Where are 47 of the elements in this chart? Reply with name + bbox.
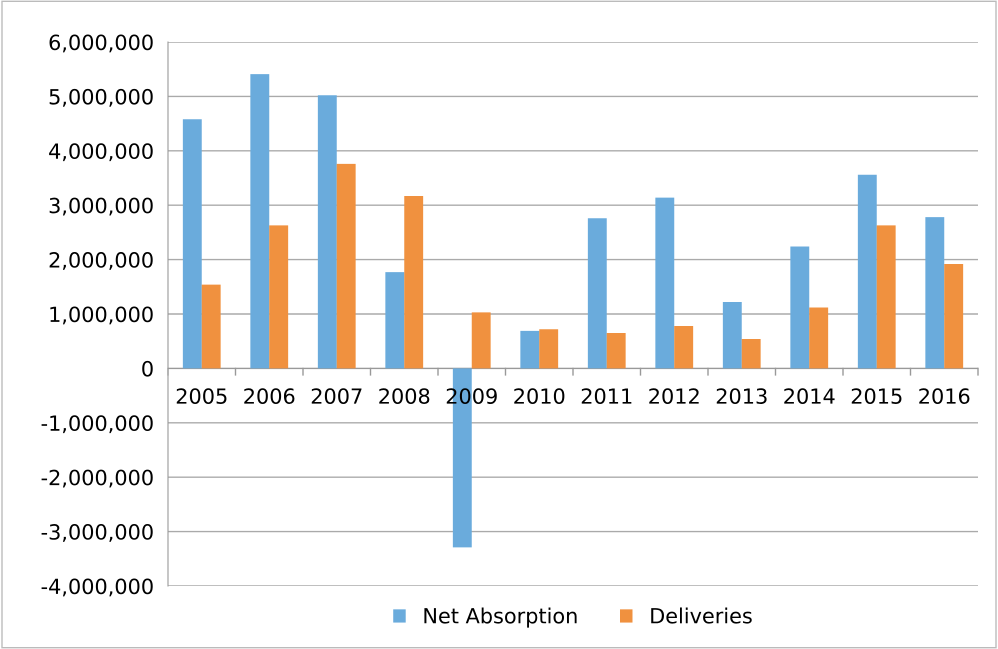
y-tick-label: 2,000,000 [50, 252, 153, 270]
x-tick-label: 2011 [582, 388, 632, 404]
x-tick-label: 2014 [784, 388, 835, 404]
bar [742, 339, 761, 368]
x-tick-label: 2016 [919, 388, 970, 404]
y-tick-label: -3,000,000 [42, 524, 153, 542]
bar [809, 307, 828, 368]
bar [472, 312, 491, 368]
bar [606, 333, 626, 368]
y-tick-label: 0 [142, 360, 153, 377]
x-tick-label: 2010 [514, 388, 564, 404]
x-tick-label: 2008 [379, 388, 430, 404]
bar [404, 196, 424, 368]
legend-label: Net Absorption [424, 607, 577, 628]
x-tick-label: 2006 [244, 388, 294, 404]
x-tick-label: 2005 [176, 388, 226, 404]
x-tick-label: 2007 [312, 388, 362, 404]
bar [655, 198, 674, 368]
bar [858, 174, 877, 368]
bar [202, 284, 221, 368]
y-tick-label: -1,000,000 [42, 415, 153, 434]
bar [876, 225, 896, 368]
bar [336, 164, 356, 368]
bar [944, 264, 964, 368]
bar [674, 326, 694, 368]
bar [520, 330, 540, 368]
bar [925, 217, 944, 368]
bar [385, 272, 404, 368]
bar [722, 302, 742, 368]
y-tick-label: 4,000,000 [49, 143, 153, 162]
y-tick-label: 6,000,000 [50, 34, 153, 52]
legend-label: Deliveries [651, 607, 752, 624]
y-tick-label: -2,000,000 [42, 470, 153, 488]
bar [182, 119, 202, 368]
y-tick-label: 3,000,000 [50, 198, 153, 216]
y-tick-label: -4,000,000 [42, 578, 153, 596]
bar [539, 329, 558, 368]
y-tick-label: 1,000,000 [50, 306, 153, 324]
x-tick-label: 2013 [716, 388, 767, 404]
x-tick-label: 2012 [649, 388, 699, 404]
x-tick-label: 2015 [852, 388, 902, 404]
bar [318, 95, 337, 368]
y-tick-label: 5,000,000 [50, 88, 153, 107]
bar [790, 246, 810, 368]
bar [269, 225, 288, 368]
bar [250, 74, 270, 368]
bar [588, 218, 607, 368]
